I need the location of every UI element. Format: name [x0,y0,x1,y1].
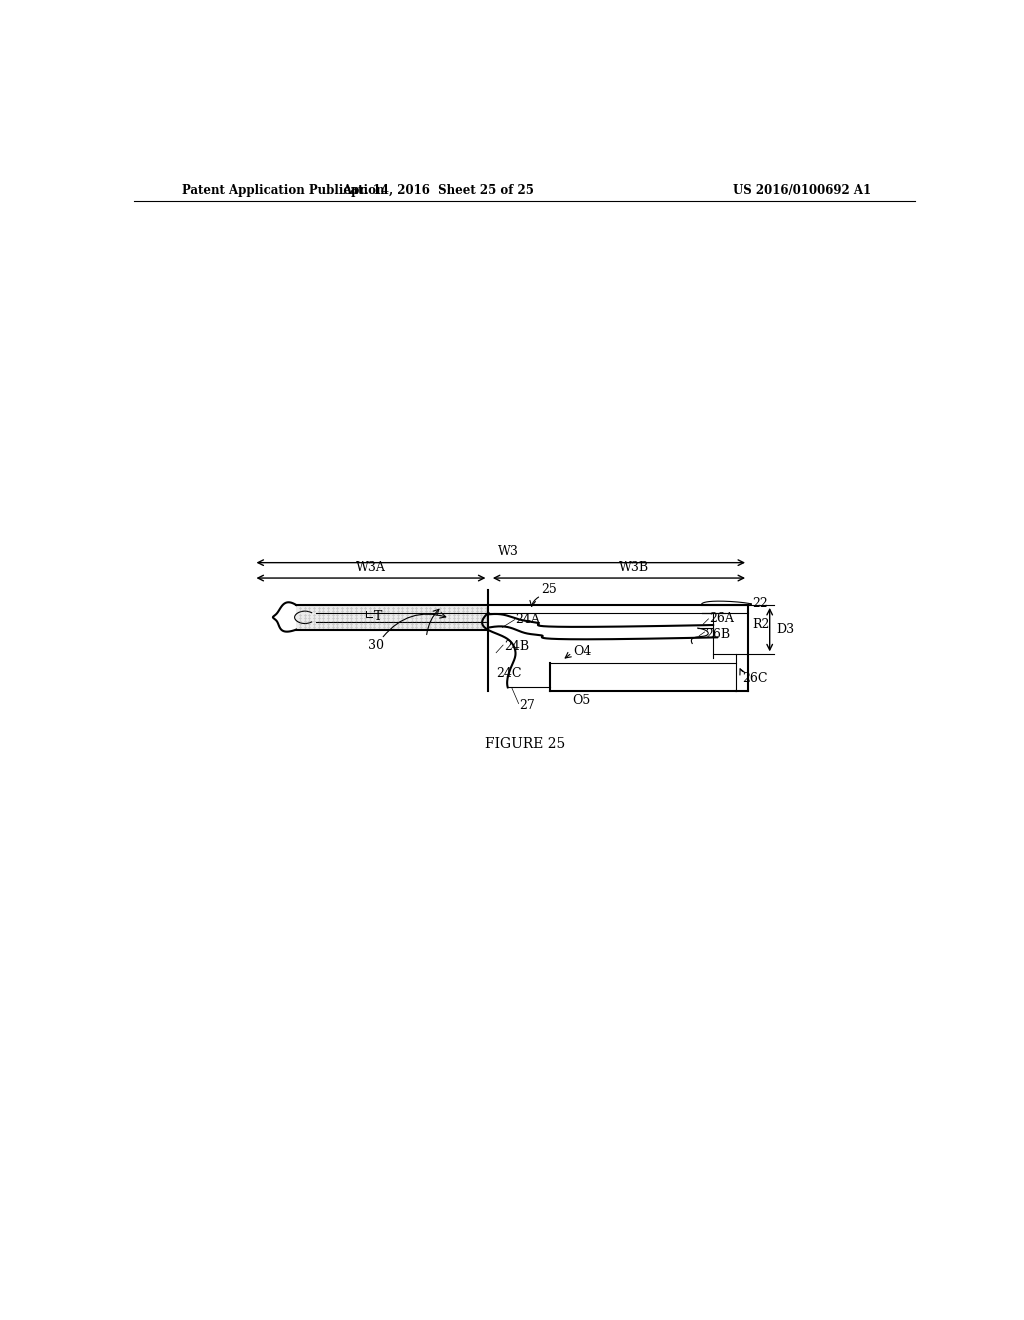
Text: W3: W3 [498,545,519,558]
Text: US 2016/0100692 A1: US 2016/0100692 A1 [733,185,871,197]
Text: Apr. 14, 2016  Sheet 25 of 25: Apr. 14, 2016 Sheet 25 of 25 [342,185,534,197]
Text: R2: R2 [752,618,769,631]
Text: 26B: 26B [706,628,730,640]
Text: 26A: 26A [710,612,734,626]
Bar [296,605,488,630]
Text: 27: 27 [519,698,536,711]
Text: 24C: 24C [496,667,521,680]
Text: O4: O4 [573,644,592,657]
Text: 24A: 24A [515,612,541,626]
Text: 25: 25 [541,583,557,597]
Text: 30: 30 [368,639,384,652]
Text: 24B: 24B [504,640,529,653]
Text: FIGURE 25: FIGURE 25 [484,737,565,751]
Text: O5: O5 [572,694,591,708]
Text: D3: D3 [776,623,794,636]
Text: T: T [374,610,382,623]
Text: W3A: W3A [356,561,386,574]
Text: 22: 22 [752,597,768,610]
Text: W3B: W3B [618,561,649,574]
Text: 26C: 26C [742,672,768,685]
Text: Patent Application Publication: Patent Application Publication [182,185,385,197]
